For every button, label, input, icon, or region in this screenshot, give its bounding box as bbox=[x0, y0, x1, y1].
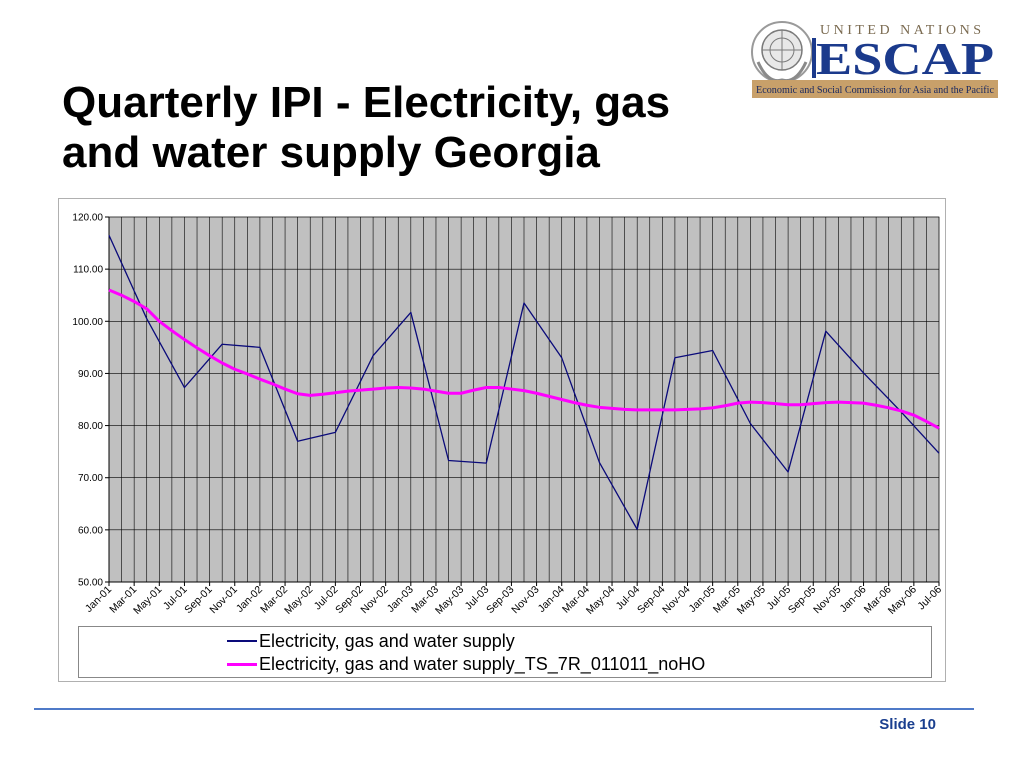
logo-org-name: ESCAP bbox=[816, 33, 994, 84]
legend-item-series-2: Electricity, gas and water supply_TS_7R_… bbox=[227, 653, 705, 675]
x-tick-label: May-03 bbox=[433, 584, 466, 617]
x-tick-label: May-06 bbox=[886, 584, 919, 617]
un-emblem-icon bbox=[751, 21, 813, 83]
legend-swatch-series-2 bbox=[227, 662, 257, 666]
chart-frame: 50.00 60.00 70.00 80.00 90.00 100.00 110.00 120… bbox=[58, 198, 946, 682]
line-chart: 50.00 60.00 70.00 80.00 90.00 100.00 110.00 120… bbox=[72, 213, 944, 617]
slide-title-line-2: and water supply Georgia bbox=[62, 128, 600, 177]
y-tick-label: 110.00 bbox=[73, 265, 103, 276]
y-tick-label: 80.00 bbox=[78, 421, 103, 432]
x-tick-label: Jul-06 bbox=[915, 584, 944, 613]
x-tick-label: Nov-03 bbox=[509, 584, 542, 617]
x-tick-label: Nov-02 bbox=[358, 584, 391, 617]
x-tick-label: May-04 bbox=[584, 584, 617, 617]
y-tick-label: 120.00 bbox=[72, 213, 103, 224]
x-tick-label: May-05 bbox=[735, 584, 768, 617]
y-tick-label: 60.00 bbox=[78, 525, 103, 536]
legend-label-series-2: Electricity, gas and water supply_TS_7R_… bbox=[259, 653, 706, 674]
slide-title: Quarterly IPI - Electricity, gas and wat… bbox=[62, 78, 782, 178]
x-tick-label: Nov-04 bbox=[660, 584, 693, 617]
series-line-2 bbox=[108, 288, 940, 430]
y-tick-label: 100.00 bbox=[72, 317, 103, 328]
x-tick-label: Nov-05 bbox=[811, 584, 844, 617]
series-line-1 bbox=[108, 234, 940, 530]
x-tick-label: May-02 bbox=[282, 584, 315, 617]
legend-label-series-1: Electricity, gas and water supply bbox=[259, 630, 515, 651]
logo-org-sub: Economic and Social Commission for Asia … bbox=[756, 85, 994, 96]
chart-legend: Electricity, gas and water supply Electr… bbox=[78, 626, 932, 678]
legend-swatch-series-1 bbox=[227, 640, 257, 642]
y-tick-label: 90.00 bbox=[78, 369, 103, 380]
footer-divider bbox=[34, 708, 974, 710]
x-tick-label: May-01 bbox=[131, 584, 164, 617]
slide-number: Slide 10 bbox=[879, 716, 936, 733]
escap-logo: UNITED NATIONS ESCAP Economic and Social… bbox=[751, 21, 998, 98]
logo-org-top: UNITED NATIONS bbox=[820, 23, 985, 38]
y-tick-label: 70.00 bbox=[78, 473, 103, 484]
y-tick-label: 50.00 bbox=[78, 578, 103, 589]
x-tick-label: Nov-01 bbox=[207, 584, 240, 617]
legend-item-series-1: Electricity, gas and water supply bbox=[227, 630, 515, 652]
slide-title-line-1: Quarterly IPI - Electricity, gas bbox=[62, 78, 671, 127]
